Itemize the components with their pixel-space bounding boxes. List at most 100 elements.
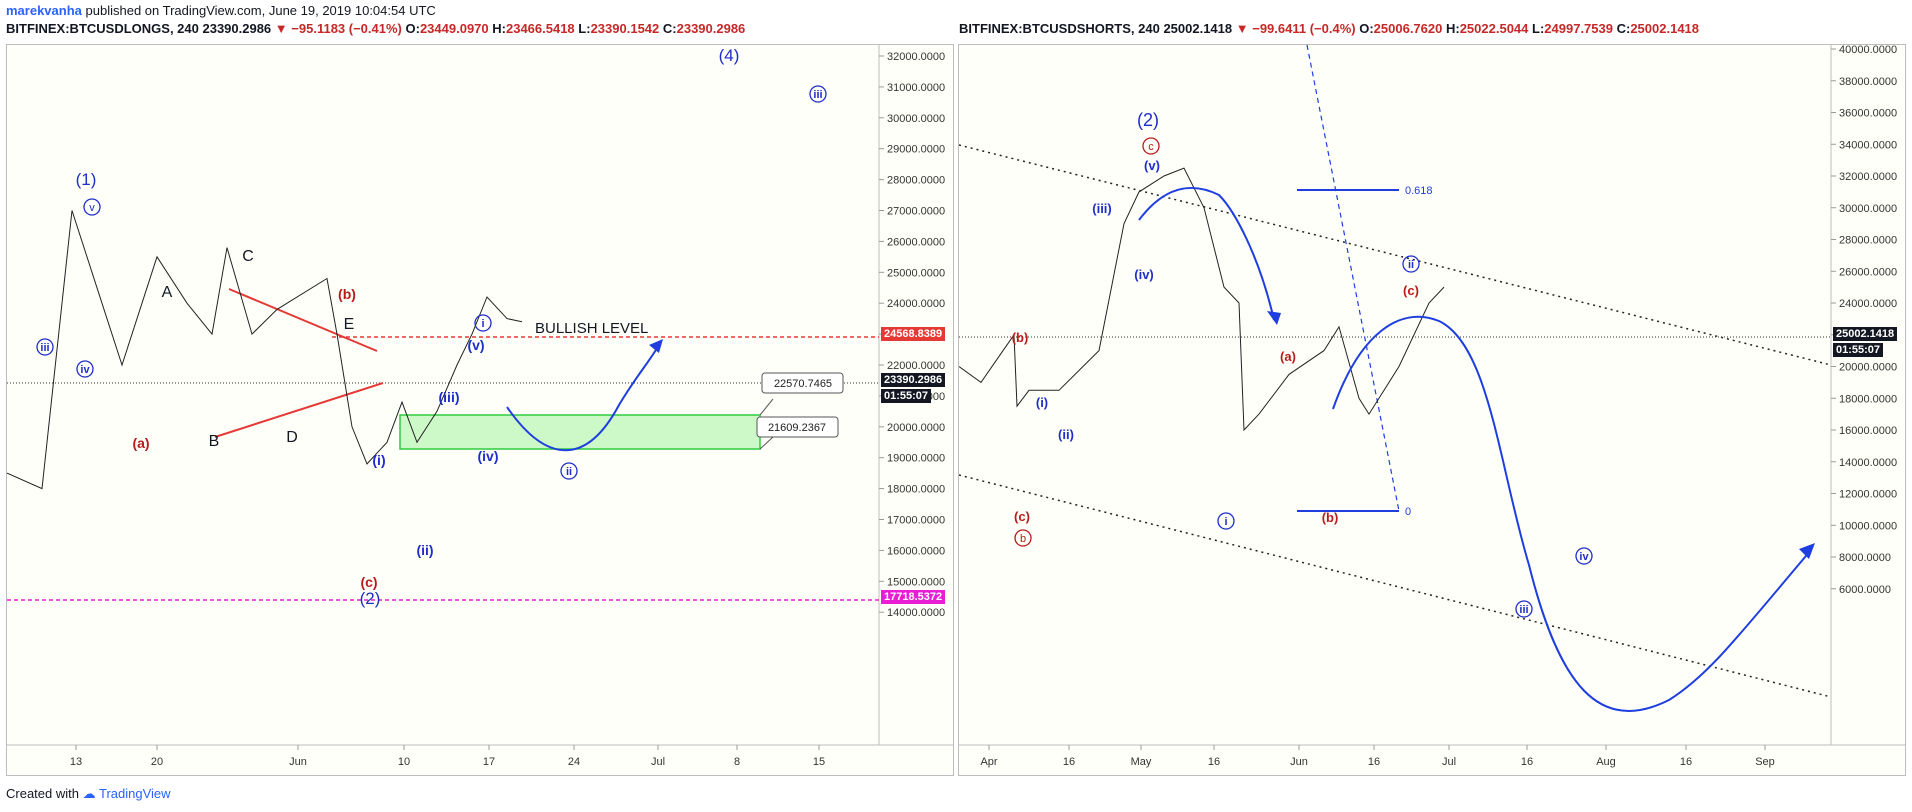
left-callout-top-text: 22570.7465	[774, 378, 832, 390]
right-ytick-label: 10000.0000	[1839, 520, 1897, 532]
right-wave-label: (i)	[1036, 395, 1048, 410]
left-high: 23466.5418	[505, 21, 575, 36]
left-xtick-label: 13	[70, 756, 82, 768]
left-countdown-tag: 01:55:07	[881, 389, 932, 403]
left-wave-label: (iv)	[478, 448, 499, 464]
right-ytick-label: 26000.0000	[1839, 266, 1897, 278]
right-ytick-label: 40000.0000	[1839, 45, 1897, 56]
right-ytick-label: 36000.0000	[1839, 108, 1897, 120]
right-low: 24997.7539	[1544, 21, 1613, 36]
left-ytick-label: 14000.0000	[887, 607, 945, 619]
right-ytick-label: 16000.0000	[1839, 425, 1897, 437]
left-wave-circle	[76, 360, 94, 378]
publish-note: marekvanha published on TradingView.com,…	[6, 3, 436, 18]
left-ytick-label: 27000.0000	[887, 206, 945, 218]
left-wave-label: iv	[80, 364, 90, 376]
left-chart-panel[interactable]: 32000.0000 31000.0000 30000.0000 29000.0000…	[6, 44, 954, 776]
right-wave-label: i	[1224, 516, 1227, 528]
left-projection-arrow	[649, 339, 663, 353]
right-symbol: BITFINEX:BTCUSDSHORTS, 240	[959, 21, 1160, 36]
left-wave-label: (1)	[76, 170, 97, 189]
right-ytick-label: 28000.0000	[1839, 235, 1897, 247]
left-ytick-label: 20000.0000	[887, 422, 945, 434]
left-wave-label: (a)	[132, 435, 149, 451]
right-wave-circle	[1217, 512, 1235, 530]
left-chart-svg[interactable]: 32000.0000 31000.0000 30000.0000 29000.0000…	[6, 45, 953, 775]
left-symbol: BITFINEX:BTCUSDLONGS, 240	[6, 21, 199, 36]
right-x-axis: Apr 16 May 16 Jun 16 Jul 16 Aug 16 Sep	[980, 745, 1775, 768]
left-xtick-label: 24	[568, 756, 580, 768]
left-wave-labels: (1)viiiiv(a)ABCDE(b)(c)(2)(i)(ii)(iii)(i…	[36, 46, 827, 608]
author-link[interactable]: marekvanha	[6, 3, 82, 18]
right-xtick-label: 16	[1063, 756, 1075, 768]
right-fib-0-label: 0	[1405, 506, 1411, 518]
right-wave-label: (b)	[1012, 330, 1029, 345]
right-ytick-label: 6000.0000	[1839, 584, 1891, 596]
left-callout-bottom-text: 21609.2367	[768, 422, 826, 434]
right-wave-label: ii	[1408, 259, 1414, 271]
right-wave-label: (a)	[1280, 349, 1296, 364]
left-wave-label: (iii)	[439, 389, 460, 405]
right-xtick-label: Jul	[1442, 756, 1456, 768]
right-wave-label: (c)	[1014, 509, 1030, 524]
right-ytick-label: 32000.0000	[1839, 171, 1897, 183]
right-fib-diagonal	[1306, 44, 1400, 512]
right-chart-svg[interactable]: 40000.0000 38000.0000 36000.0000 34000.0000…	[958, 44, 1905, 775]
right-xtick-label: Apr	[980, 756, 997, 768]
left-xtick-label: Jul	[651, 756, 665, 768]
left-wave-label: D	[286, 429, 298, 446]
right-chart-panel[interactable]: 40000.0000 38000.0000 36000.0000 34000.0000…	[958, 44, 1906, 776]
left-ytick-label: 31000.0000	[887, 82, 945, 94]
right-wave-circle	[1402, 255, 1420, 273]
left-open: 23449.0970	[419, 21, 489, 36]
right-y-axis: 40000.0000 38000.0000 36000.0000 34000.0000…	[1831, 44, 1897, 596]
left-ytick-label: 18000.0000	[887, 484, 945, 496]
left-wave-label: E	[344, 316, 355, 333]
left-level-magenta-tag: 17718.5372	[881, 590, 946, 604]
left-legend: BITFINEX:BTCUSDLONGS, 240 23390.2986 ▼ −…	[6, 21, 746, 36]
left-wave-label: ii	[566, 466, 572, 478]
left-ytick-label: 19000.0000	[887, 453, 945, 465]
footer-created: Created with	[6, 786, 79, 801]
left-wave-label: iii	[40, 342, 49, 354]
left-last: 23390.2986	[202, 21, 272, 36]
right-ytick-label: 20000.0000	[1839, 362, 1897, 374]
footer: Created with ☁ TradingView	[6, 786, 171, 802]
right-xtick-label: 16	[1680, 756, 1692, 768]
left-ytick-label: 15000.0000	[887, 576, 945, 588]
right-ytick-label: 12000.0000	[1839, 489, 1897, 501]
left-xtick-label: 10	[398, 756, 410, 768]
left-xtick-label: 15	[813, 756, 825, 768]
right-ytick-label: 24000.0000	[1839, 298, 1897, 310]
right-close: 25002.1418	[1630, 21, 1700, 36]
right-ytick-label: 30000.0000	[1839, 203, 1897, 215]
left-xtick-label: Jun	[289, 756, 307, 768]
right-xtick-label: 16	[1521, 756, 1533, 768]
right-wave-label: iv	[1579, 551, 1589, 563]
right-wave-label: (iv)	[1134, 267, 1154, 282]
right-wave-label: (v)	[1144, 158, 1160, 173]
right-ytick-label: 8000.0000	[1839, 552, 1891, 564]
right-legend: BITFINEX:BTCUSDSHORTS, 240 25002.1418 ▼ …	[959, 21, 1700, 36]
left-ytick-label: 29000.0000	[887, 144, 945, 156]
right-xtick-label: 16	[1208, 756, 1220, 768]
left-ytick-label: 17000.0000	[887, 515, 945, 527]
left-callout-bottom: 21609.2367	[756, 416, 839, 438]
right-fib-618-label: 0.618	[1405, 185, 1433, 197]
left-triangle-lower	[214, 382, 384, 438]
right-price-series	[958, 167, 1445, 432]
left-wave-label: (ii)	[416, 542, 433, 558]
left-wave-label: (b)	[338, 286, 356, 302]
left-wave-label: C	[242, 248, 254, 265]
left-wave-circle	[809, 85, 827, 103]
footer-brand[interactable]: TradingView	[99, 786, 171, 801]
right-wave-label: b	[1020, 533, 1026, 545]
right-wave-label: (c)	[1403, 283, 1419, 298]
right-last: 25002.1418	[1163, 21, 1233, 36]
left-x-axis: 13 20 Jun 10 17 24 Jul 8 15	[70, 745, 825, 768]
tradingview-logo-icon: ☁	[82, 786, 96, 801]
right-ytick-label: 38000.0000	[1839, 76, 1897, 88]
left-wave-label: B	[209, 433, 220, 450]
left-xtick-label: 8	[734, 756, 740, 768]
left-change: ▼ −95.1183 (−0.41%)	[274, 21, 402, 36]
